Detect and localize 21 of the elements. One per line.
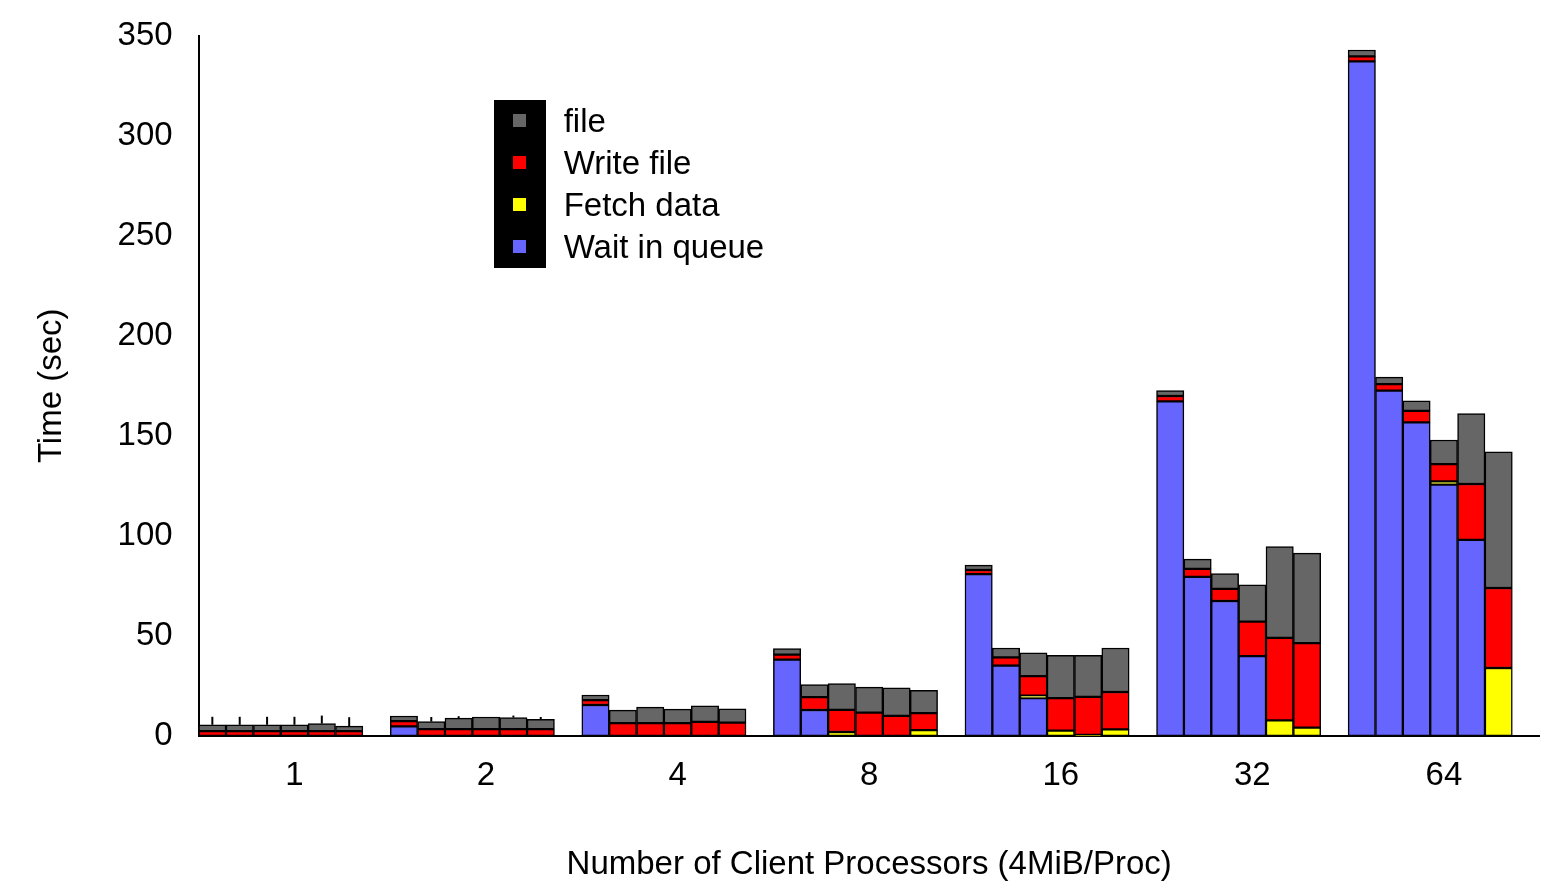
y-tick-label: 150	[117, 414, 173, 452]
y-tick-label: 100	[117, 514, 173, 552]
legend-label: file	[563, 101, 606, 140]
x-tick-label: 8	[859, 754, 879, 792]
x-tick-label: 64	[1425, 754, 1463, 792]
y-tick-label: 300	[117, 114, 173, 152]
x-tick-label: 1	[285, 754, 304, 792]
y-tick-label: 50	[135, 614, 173, 652]
x-tick-label: 2	[476, 754, 496, 792]
legend-label: Fetch data	[563, 185, 720, 224]
y-tick-label: 0	[154, 714, 173, 752]
y-tick-label: 200	[117, 314, 173, 352]
y-axis-title: Time (sec)	[30, 308, 68, 464]
y-tick-label: 250	[117, 214, 173, 252]
y-tick-label: 350	[117, 14, 173, 52]
legend-label: Write file	[563, 143, 692, 182]
legend-label: Wait in queue	[563, 227, 765, 266]
x-tick-label: 32	[1233, 754, 1271, 792]
x-axis-title: Number of Client Processors (4MiB/Proc)	[566, 844, 1172, 882]
x-tick-label: 16	[1042, 754, 1080, 792]
x-tick-label: 4	[668, 754, 687, 792]
